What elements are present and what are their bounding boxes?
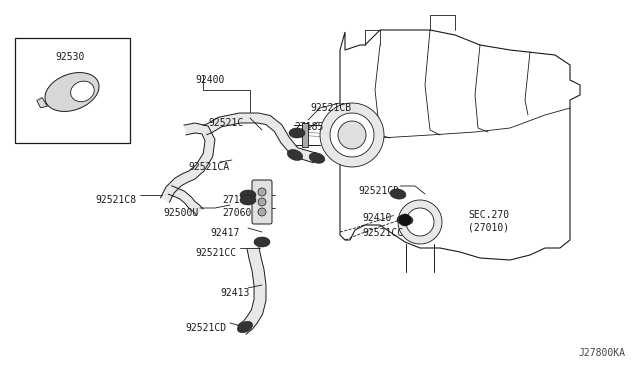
Polygon shape xyxy=(45,73,99,112)
Polygon shape xyxy=(338,121,366,149)
Polygon shape xyxy=(70,81,94,102)
Text: 92521CC: 92521CC xyxy=(362,228,403,238)
Text: 92521CD: 92521CD xyxy=(185,323,226,333)
Polygon shape xyxy=(399,214,411,226)
Polygon shape xyxy=(237,321,253,333)
Polygon shape xyxy=(203,113,316,163)
Circle shape xyxy=(258,198,266,206)
Polygon shape xyxy=(302,123,308,147)
Polygon shape xyxy=(240,195,256,205)
Polygon shape xyxy=(330,113,374,157)
Polygon shape xyxy=(320,103,384,167)
Text: 92400: 92400 xyxy=(195,75,225,85)
Text: 27185: 27185 xyxy=(294,122,323,132)
Polygon shape xyxy=(168,186,203,215)
Polygon shape xyxy=(398,200,442,244)
Text: (27010): (27010) xyxy=(468,222,509,232)
Text: 27116M: 27116M xyxy=(222,195,257,205)
Circle shape xyxy=(258,208,266,216)
Polygon shape xyxy=(390,189,406,199)
Polygon shape xyxy=(397,215,413,225)
Polygon shape xyxy=(240,190,256,200)
Text: 27060P: 27060P xyxy=(222,208,257,218)
Text: 92417: 92417 xyxy=(210,228,239,238)
Text: 92521C8: 92521C8 xyxy=(95,195,136,205)
Polygon shape xyxy=(161,123,215,202)
Polygon shape xyxy=(289,128,305,138)
Polygon shape xyxy=(37,97,47,108)
Text: 92521C: 92521C xyxy=(208,118,243,128)
Polygon shape xyxy=(309,153,325,163)
Text: SEC.270: SEC.270 xyxy=(468,210,509,220)
Text: J27800KA: J27800KA xyxy=(578,348,625,358)
Text: 92410: 92410 xyxy=(362,213,392,223)
Polygon shape xyxy=(406,208,434,236)
Bar xyxy=(15,38,130,143)
FancyBboxPatch shape xyxy=(252,180,272,224)
Text: 92521CB: 92521CB xyxy=(310,103,351,113)
Text: 92521CA: 92521CA xyxy=(188,162,229,172)
Polygon shape xyxy=(237,247,266,334)
Text: 92521CC: 92521CC xyxy=(195,248,236,258)
Circle shape xyxy=(258,188,266,196)
Text: 92413: 92413 xyxy=(220,288,250,298)
Text: 92521CD: 92521CD xyxy=(358,186,399,196)
Polygon shape xyxy=(287,150,303,160)
Text: 92530: 92530 xyxy=(55,52,84,62)
Text: 92500U: 92500U xyxy=(163,208,198,218)
Polygon shape xyxy=(254,237,270,247)
Polygon shape xyxy=(340,30,580,260)
